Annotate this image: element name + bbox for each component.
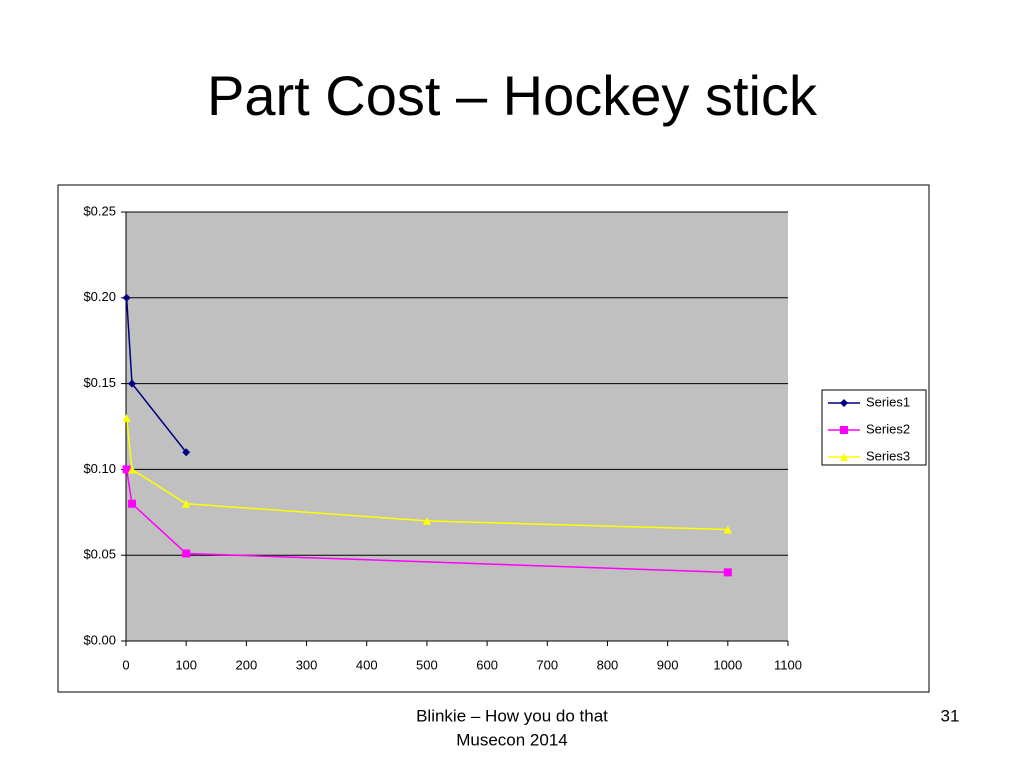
- x-tick-label: 900: [657, 657, 679, 672]
- slide-title: Part Cost – Hockey stick: [207, 64, 818, 127]
- x-tick-label: 800: [597, 657, 619, 672]
- marker: [122, 293, 131, 302]
- plot-area: [126, 212, 788, 641]
- marker: [840, 426, 848, 434]
- legend-label: Series3: [866, 448, 910, 463]
- series-line: [125, 469, 728, 574]
- y-tick-label: $0.20: [83, 289, 116, 304]
- marker: [122, 413, 131, 422]
- marker: [122, 465, 131, 474]
- legend-label: Series1: [866, 394, 910, 409]
- x-tick-label: 700: [536, 657, 558, 672]
- marker: [840, 399, 848, 407]
- x-tick-label: 600: [476, 657, 498, 672]
- x-tick-label: 1100: [774, 657, 802, 672]
- y-tick-label: $0.05: [83, 547, 116, 562]
- y-tick-label: $0.00: [83, 632, 116, 647]
- x-tick-label: 200: [236, 657, 258, 672]
- footer: Musecon 2014: [456, 730, 568, 749]
- x-tick-label: 0: [122, 657, 129, 672]
- marker: [182, 499, 191, 508]
- y-tick-label: $0.10: [83, 461, 116, 476]
- marker: [723, 568, 732, 577]
- legend-label: Series2: [866, 421, 910, 436]
- marker: [840, 453, 848, 461]
- y-tick-label: $0.15: [83, 375, 116, 390]
- x-tick-label: 400: [356, 657, 378, 672]
- marker: [128, 379, 137, 388]
- x-tick-label: 1000: [713, 657, 742, 672]
- marker: [422, 516, 431, 525]
- x-tick-label: 100: [175, 657, 197, 672]
- x-tick-label: 500: [416, 657, 438, 672]
- y-tick-label: $0.25: [83, 203, 116, 218]
- marker: [723, 525, 732, 534]
- marker: [182, 549, 191, 558]
- marker: [128, 499, 137, 508]
- marker: [128, 465, 137, 474]
- marker: [182, 448, 191, 457]
- footer: Blinkie – How you do that: [416, 706, 608, 725]
- page-number: 31: [941, 706, 960, 725]
- x-tick-label: 300: [296, 657, 318, 672]
